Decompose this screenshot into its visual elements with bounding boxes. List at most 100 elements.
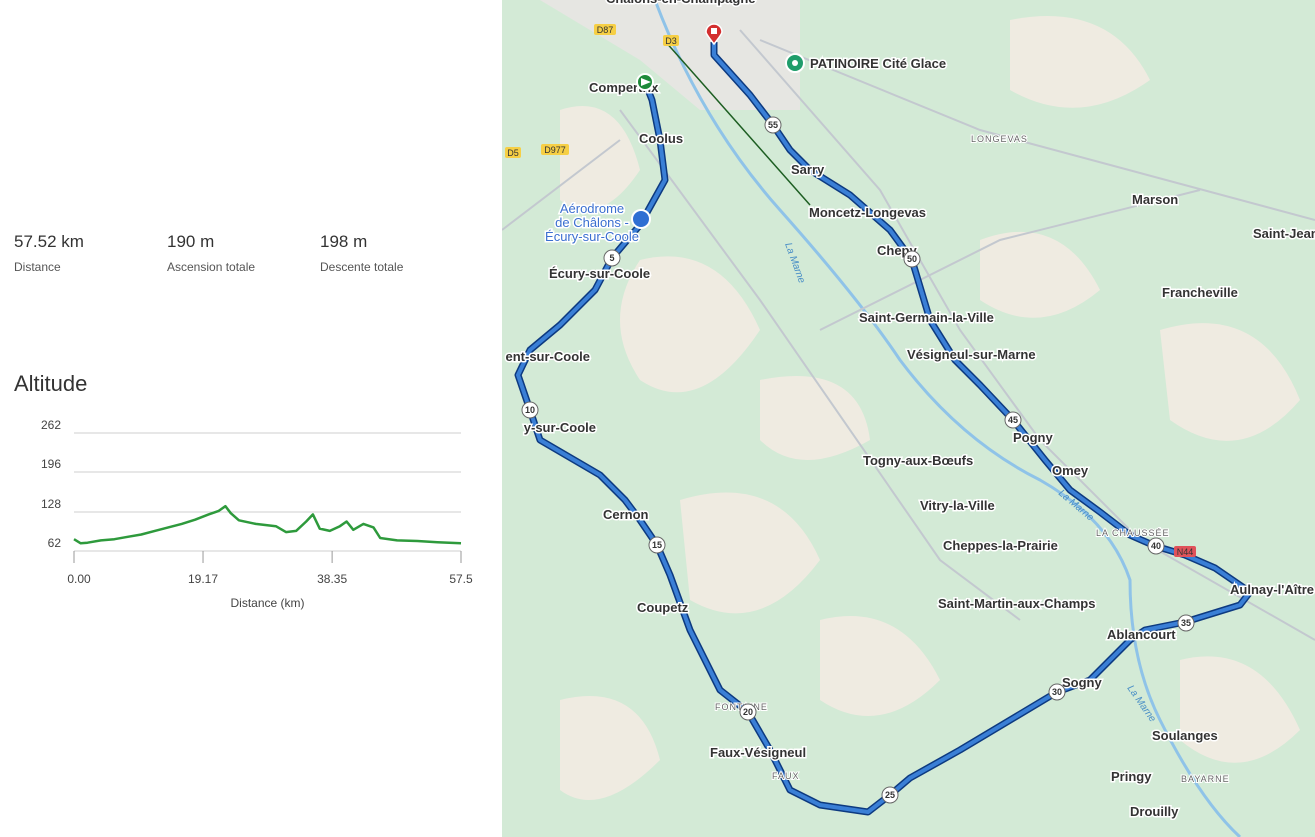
place-label: de Châlons -	[555, 215, 629, 230]
power-line	[663, 39, 811, 206]
place-label: ent-sur-Coole	[506, 349, 591, 364]
y-tick-label: 62	[48, 536, 62, 550]
map[interactable]: Châlons-en-Champagne PATINOIRE Cité Glace…	[502, 0, 1315, 837]
x-tick-label: 0.00	[67, 572, 91, 586]
elevation-chart: 62 128 196 262 0.00 19.17 38.35 57.5 Distance (k…	[41, 418, 473, 610]
place-label: Togny-aux-Bœufs	[863, 453, 973, 468]
place-label: LONGEVAS	[971, 134, 1028, 144]
road-label: D87	[597, 25, 614, 35]
km-marker-label: 55	[768, 120, 778, 130]
place-label: Aérodrome	[560, 201, 624, 216]
road-shield	[541, 144, 569, 155]
km-marker	[648, 536, 666, 554]
km-marker	[903, 250, 921, 268]
km-marker	[521, 401, 539, 419]
km-marker	[881, 786, 899, 804]
poi-icon	[792, 60, 798, 66]
stat-label: Ascension totale	[167, 260, 256, 274]
km-marker	[1147, 537, 1165, 555]
airport-marker[interactable]	[631, 209, 651, 229]
start-icon	[641, 78, 651, 86]
place-label: Pringy	[1111, 769, 1152, 784]
y-tick-label: 196	[41, 457, 61, 471]
place-label: Vésigneul-sur-Marne	[907, 347, 1036, 362]
elevation-line	[73, 504, 462, 545]
km-marker-label: 15	[652, 540, 662, 550]
road-label: D5	[507, 148, 519, 158]
place-label: Pogny	[1013, 430, 1053, 445]
stat: 57.52 km Distance	[14, 232, 84, 274]
stat-label: Descente totale	[320, 260, 404, 274]
place-label: Marson	[1132, 192, 1178, 207]
end-marker[interactable]	[705, 23, 723, 46]
km-marker-label: 30	[1052, 687, 1062, 697]
place-label: Drouilly	[1130, 804, 1179, 819]
km-marker-label: 50	[907, 254, 917, 264]
km-marker	[739, 703, 757, 721]
road-shield	[594, 24, 616, 35]
place-label: Faux-Vésigneul	[710, 745, 806, 760]
km-marker	[603, 249, 621, 267]
x-tick-label: 57.5	[449, 572, 473, 586]
stat-label: Distance	[14, 260, 61, 274]
place-label: Sogny	[1062, 675, 1102, 690]
place-label: Sarry	[791, 162, 825, 177]
x-tick-label: 19.17	[188, 572, 218, 586]
place-label: Coolus	[639, 131, 683, 146]
place-label: FAUX	[772, 771, 800, 781]
place-label: Saint-Martin-aux-Champs	[938, 596, 1095, 611]
km-marker-label: 45	[1008, 415, 1018, 425]
y-tick-label: 262	[41, 418, 61, 432]
km-marker-label: 35	[1181, 618, 1191, 628]
y-tick-label: 128	[41, 497, 61, 511]
place-label: Saint-Jean	[1253, 226, 1315, 241]
end-icon	[711, 28, 717, 34]
km-marker	[764, 116, 782, 134]
place-label: Châlons-en-Champagne	[606, 0, 756, 6]
place-label: PATINOIRE Cité Glace	[810, 56, 946, 71]
side-panel: 57.52 km Distance 190 m Ascension totale 1…	[0, 0, 502, 837]
roads	[502, 29, 1315, 641]
road-label: N44	[1177, 547, 1194, 557]
place-label: Aulnay-l'Aître	[1230, 582, 1314, 597]
chart-title: Altitude	[14, 371, 88, 396]
place-label: Omey	[1052, 463, 1089, 478]
place-label: Écury-sur-Coole	[545, 229, 639, 244]
place-label: Cernon	[603, 507, 649, 522]
map-labels: Châlons-en-Champagne PATINOIRE Cité Glace…	[504, 0, 1315, 821]
place-label: LA CHAUSSÉE	[1096, 528, 1170, 538]
place-label: Ablancourt	[1107, 627, 1176, 642]
stat: 190 m Ascension totale	[167, 232, 255, 274]
place-label: Coupetz	[637, 600, 689, 615]
road-shield	[663, 35, 679, 46]
place-label: y-sur-Coole	[524, 420, 596, 435]
road-label: D977	[544, 145, 566, 155]
km-marker-label: 5	[609, 253, 614, 263]
place-label: Écury-sur-Coole	[549, 266, 650, 281]
stat: 198 m Descente totale	[320, 232, 403, 274]
terrain	[560, 16, 1300, 800]
place-label: Soulanges	[1152, 728, 1218, 743]
road-label: D3	[665, 36, 677, 46]
place-label: Moncetz-Longevas	[809, 205, 926, 220]
place-label: Cheppes-la-Prairie	[943, 538, 1058, 553]
km-marker-label: 40	[1151, 541, 1161, 551]
place-label: Vitry-la-Ville	[920, 498, 995, 513]
stat-value: 190 m	[167, 232, 215, 251]
road-shield	[505, 147, 521, 158]
x-axis-label: Distance (km)	[230, 596, 304, 610]
stat-value: 198 m	[320, 232, 368, 251]
x-tick-label: 38.35	[317, 572, 347, 586]
road-shield	[1174, 546, 1196, 557]
km-marker-label: 10	[525, 405, 535, 415]
place-label: BAYARNE	[1181, 774, 1230, 784]
km-marker	[1048, 683, 1066, 701]
place-label: Francheville	[1162, 285, 1238, 300]
river	[653, 0, 1242, 837]
km-marker-label: 25	[885, 790, 895, 800]
km-marker-label: 20	[743, 707, 753, 717]
stat-value: 57.52 km	[14, 232, 84, 251]
km-marker	[1004, 411, 1022, 429]
km-marker	[1177, 614, 1195, 632]
